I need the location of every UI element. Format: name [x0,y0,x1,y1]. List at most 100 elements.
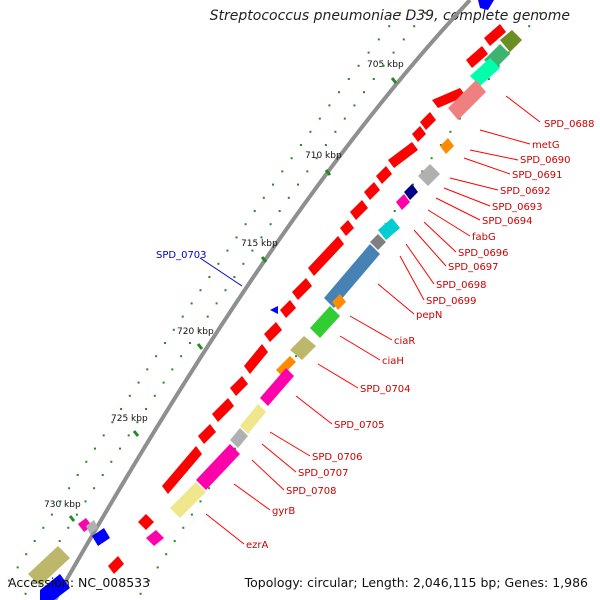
genome-backbone [53,0,472,600]
cog-box[interactable] [310,306,340,338]
cog-box[interactable] [404,184,418,200]
cog-box[interactable] [260,368,294,406]
cog-box[interactable] [470,58,500,86]
minor-tick [146,368,149,371]
cds-arrow[interactable] [230,376,248,396]
gene-label[interactable]: ciaH [382,356,404,367]
gene-label[interactable]: SPD_0708 [286,486,337,497]
minor-tick [128,394,131,397]
cds-arrow[interactable] [364,182,380,200]
gene-label[interactable]: SPD_0692 [500,186,551,197]
minor-tick [324,144,327,146]
minor-tick [67,526,70,529]
gene-label[interactable]: SPD_0697 [448,262,499,273]
cds-arrow[interactable] [412,126,426,142]
cds-arrow[interactable] [264,322,282,342]
cds-arrow-reverse[interactable] [478,0,494,10]
cog-box[interactable] [240,404,266,434]
cds-arrow-reverse[interactable] [92,528,110,546]
minor-tick [393,210,396,212]
minor-tick [172,328,175,331]
label-leader-reverse [199,257,243,287]
minor-tick [507,51,510,54]
gene-label[interactable]: ezrA [246,540,269,551]
gene-label[interactable]: pepN [416,310,442,321]
gene-label[interactable]: SPD_0690 [520,155,571,166]
cog-box[interactable] [418,164,440,186]
gene-label-reverse[interactable]: SPD_0703 [156,250,207,261]
minor-tick [111,421,114,424]
minor-tick [137,381,140,384]
gene-label[interactable]: SPD_0707 [298,468,349,479]
cds-arrow[interactable] [432,88,466,108]
minor-tick [253,210,256,212]
cds-arrow[interactable] [162,446,202,494]
kbp-label: 705 kbp [367,60,404,70]
minor-tick [278,210,281,212]
kbp-scale: 705 kbp 710 kbp 715 kbp 720 kbp 725 kbp … [44,60,404,522]
cog-box[interactable] [440,138,454,154]
cds-arrow[interactable] [212,398,234,422]
cog-box[interactable] [28,546,70,586]
cds-arrow[interactable] [420,112,436,130]
cog-box[interactable] [324,244,380,308]
cds-arrow-reverse[interactable] [40,574,70,600]
cog-box[interactable] [370,234,386,250]
gene-label[interactable]: SPD_0694 [482,216,533,227]
gene-label[interactable]: SPD_0696 [458,248,509,259]
minor-tick [224,289,227,292]
cog-box[interactable] [146,530,164,546]
cog-box[interactable] [378,218,400,240]
minor-tick [242,262,245,265]
gene-label[interactable]: fabG [472,232,496,243]
gene-label[interactable]: SPD_0699 [426,296,477,307]
minor-tick [171,368,174,371]
minor-tick [139,592,142,595]
cds-arrow[interactable] [340,220,354,236]
cog-box[interactable] [396,194,410,210]
cds-arrow[interactable] [466,46,488,68]
cds-arrow[interactable] [138,514,154,530]
gene-label[interactable]: SPD_0705 [334,420,385,431]
minor-tick [76,474,79,476]
cog-box[interactable] [448,80,486,120]
gene-label[interactable]: SPD_0693 [492,202,543,213]
minor-tick [58,540,61,542]
cds-arrow[interactable] [198,424,216,444]
minor-tick [458,117,461,120]
cog-box[interactable] [86,520,98,534]
cog-box[interactable] [196,444,240,490]
minor-tick [197,328,200,331]
gene-label[interactable]: gyrB [272,506,295,517]
cog-box[interactable] [230,428,248,448]
gene-label[interactable]: metG [532,140,560,151]
cds-arrow-reverse[interactable] [270,306,278,314]
cds-arrow[interactable] [244,344,268,374]
gene-label[interactable]: SPD_0691 [512,170,563,181]
cog-box[interactable] [500,30,522,52]
cds-arrow[interactable] [292,278,312,300]
minor-tick [281,170,284,173]
cog-box[interactable] [276,356,296,376]
cds-arrow[interactable] [376,166,392,184]
minor-tick [182,526,185,529]
cds-arrow[interactable] [388,142,418,168]
cog-box[interactable] [290,336,316,360]
minor-tick [357,64,360,67]
gene-label[interactable]: ciaR [394,336,415,347]
minor-tick [59,500,62,503]
cds-arrow[interactable] [308,236,344,276]
gene-label[interactable]: SPD_0698 [436,280,487,291]
gene-label[interactable]: SPD_0688 [544,119,595,130]
cds-arrow[interactable] [350,200,368,220]
gene-label[interactable]: SPD_0706 [312,452,363,463]
cds-arrow[interactable] [108,556,124,574]
cog-box[interactable] [170,482,206,518]
cds-arrow[interactable] [280,300,296,318]
cog-box[interactable] [332,294,346,310]
minor-tick [328,104,331,107]
minor-tick [334,130,337,133]
gene-label[interactable]: SPD_0704 [360,384,411,395]
cds-arrow[interactable] [484,24,506,46]
